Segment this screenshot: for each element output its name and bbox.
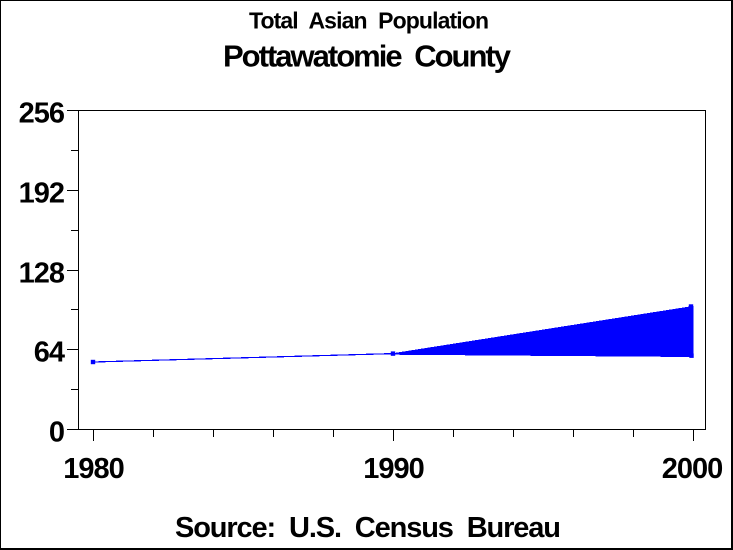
svg-text:Source: U.S. Census Bureau: Source: U.S. Census Bureau xyxy=(175,512,561,544)
svg-text:Total Asian Population: Total Asian Population xyxy=(249,8,489,34)
svg-text:128: 128 xyxy=(19,258,65,290)
svg-text:2000: 2000 xyxy=(662,453,723,485)
svg-text:1980: 1980 xyxy=(63,453,124,485)
svg-text:192: 192 xyxy=(19,178,64,210)
svg-text:1990: 1990 xyxy=(363,453,424,485)
svg-text:256: 256 xyxy=(19,98,65,130)
svg-text:Pottawatomie County: Pottawatomie County xyxy=(223,39,512,74)
svg-text:64: 64 xyxy=(34,337,65,369)
svg-text:0: 0 xyxy=(49,417,64,449)
